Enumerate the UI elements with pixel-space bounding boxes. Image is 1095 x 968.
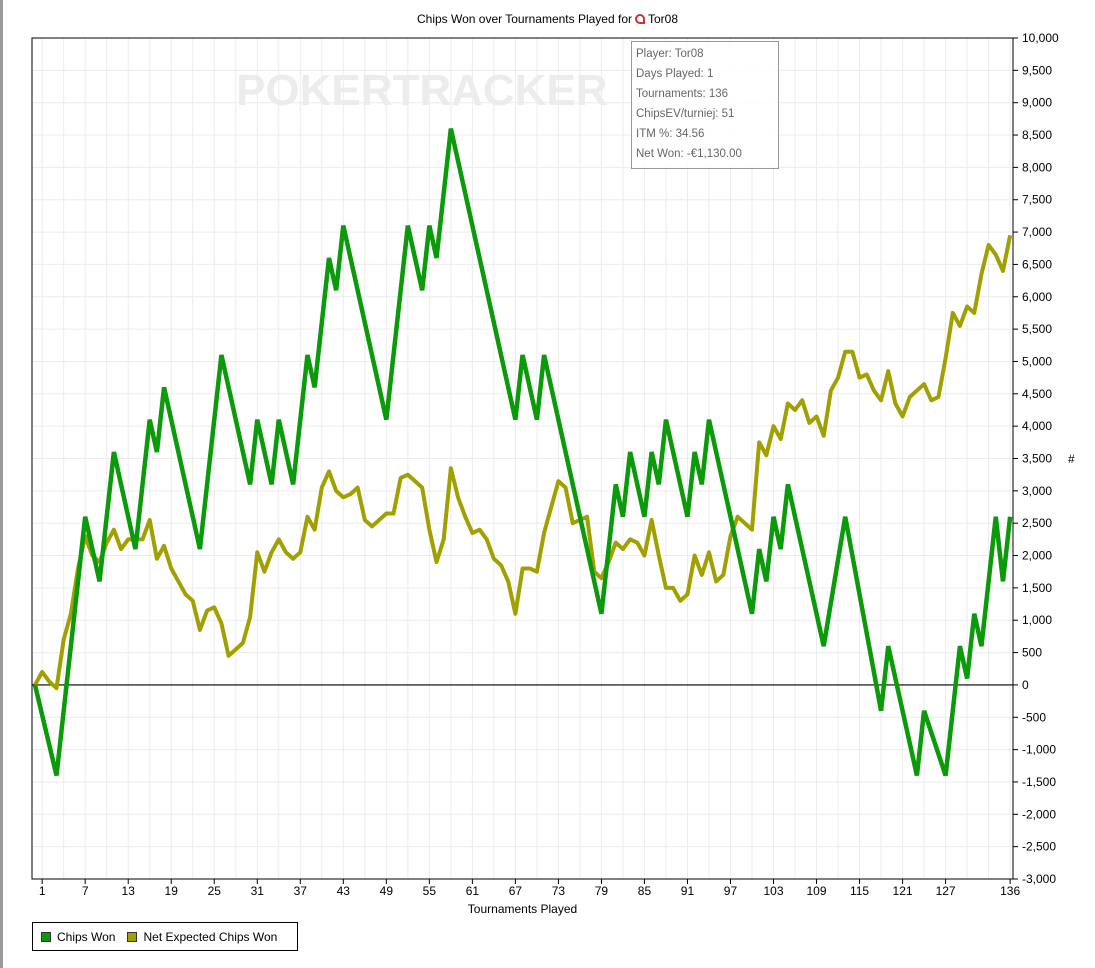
y-tick-label: 7,500 (1022, 193, 1052, 207)
y-tick-label: -1,000 (1022, 743, 1056, 757)
x-tick-label: 85 (638, 884, 652, 898)
y-tick-label: 500 (1022, 646, 1042, 660)
x-tick-label: 97 (724, 884, 738, 898)
y-tick-label: 8,500 (1022, 128, 1052, 142)
y-tick-label: 3,000 (1022, 484, 1052, 498)
x-tick-label: 136 (1000, 884, 1020, 898)
title-prefix: Chips Won over Tournaments Played for (416, 12, 632, 26)
y-tick-label: -2,000 (1022, 807, 1056, 821)
player-tooltip: Player: Tor08 Days Played: 1 Tournaments… (631, 41, 779, 169)
player-icon (634, 14, 645, 24)
x-tick-label: 7 (82, 884, 89, 898)
x-tick-label: 13 (122, 884, 136, 898)
tooltip-net-won: Net Won: -€1,130.00 (636, 148, 742, 160)
legend-item-chips-won[interactable]: Chips Won (41, 930, 115, 944)
x-tick-label: 31 (251, 884, 265, 898)
x-tick-label: 67 (509, 884, 523, 898)
legend-swatch (41, 931, 51, 942)
x-tick-label: 121 (893, 884, 913, 898)
x-tick-label: 79 (595, 884, 609, 898)
y-tick-label: 4,000 (1022, 419, 1052, 433)
y-tick-label: -2,500 (1022, 840, 1056, 854)
x-tick-label: 73 (552, 884, 566, 898)
x-tick-label: 25 (208, 884, 222, 898)
series-line-net-expected-chips-won (33, 234, 1013, 691)
legend-swatch (127, 931, 138, 942)
y-tick-label: -1,500 (1022, 775, 1056, 789)
x-tick-label: 49 (380, 884, 394, 898)
tooltip-days: Days Played: 1 (636, 68, 714, 80)
y-tick-label: 4,500 (1022, 387, 1052, 401)
y-tick-label: 5,500 (1022, 322, 1052, 336)
x-tick-label: 103 (763, 884, 783, 898)
x-tick-label: 37 (294, 884, 308, 898)
title-player: Tor08 (647, 12, 679, 26)
x-tick-label: 19 (165, 884, 179, 898)
y-tick-label: 2,000 (1022, 549, 1052, 563)
y-tick-label: 5,000 (1022, 354, 1052, 368)
y-tick-label: 8,000 (1022, 160, 1052, 174)
x-tick-label: 61 (466, 884, 480, 898)
x-tick-label: 109 (807, 884, 827, 898)
tooltip-player: Player: Tor08 (636, 48, 704, 60)
y-tick-label: 1,000 (1022, 613, 1052, 627)
y-tick-label: -500 (1022, 710, 1046, 724)
x-tick-label: 1 (39, 884, 46, 898)
legend-label: Chips Won (57, 929, 116, 944)
tooltip-chipsev: ChipsEV/turniej: 51 (636, 108, 735, 120)
x-tick-label: 115 (850, 884, 869, 898)
y-tick-label: 9,500 (1022, 63, 1052, 77)
y-tick-label: 10,000 (1022, 31, 1059, 45)
legend: Chips Won Net Expected Chips Won (32, 922, 298, 951)
chart-title: Chips Won over Tournaments Played for Tor… (0, 12, 1095, 26)
x-tick-label: 127 (936, 884, 956, 898)
x-axis-label: Tournaments Played (467, 902, 578, 916)
x-tick-label: 55 (423, 884, 437, 898)
y-tick-label: 1,500 (1022, 581, 1052, 595)
x-tick-label: 43 (337, 884, 351, 898)
y-tick-label: 6,500 (1022, 257, 1052, 271)
y-tick-label: 6,000 (1022, 290, 1052, 304)
series-line-chips-won (32, 128, 1013, 777)
x-tick-label: 91 (681, 884, 695, 898)
legend-label: Net Expected Chips Won (143, 929, 278, 944)
window-left-edge (0, 0, 3, 968)
y-tick-label: 3,500 (1022, 452, 1052, 466)
y-tick-label: -3,000 (1022, 872, 1056, 886)
y-axis-label: # (1068, 452, 1075, 466)
y-tick-label: 0 (1022, 678, 1029, 692)
y-tick-label: 2,500 (1022, 516, 1052, 530)
y-tick-label: 7,000 (1022, 225, 1052, 239)
tooltip-tournaments: Tournaments: 136 (636, 88, 729, 100)
y-tick-label: 9,000 (1022, 96, 1052, 110)
legend-item-net-expected[interactable]: Net Expected Chips Won (127, 930, 277, 944)
watermark-logo: POKERTRACKER (236, 66, 608, 115)
tooltip-itm: ITM %: 34.56 (636, 128, 705, 140)
